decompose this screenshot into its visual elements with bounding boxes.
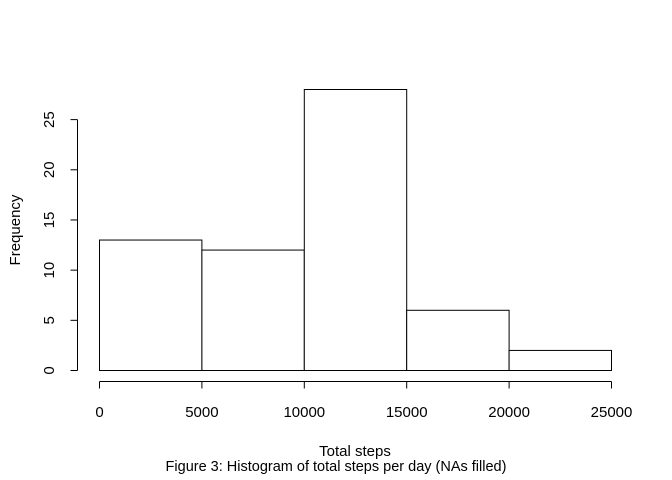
x-tick-label: 20000 xyxy=(488,404,530,421)
histogram-bar-3 xyxy=(406,309,510,371)
y-axis-label: Frequency xyxy=(7,194,24,265)
x-axis: 0 5000 10000 15000 20000 25000 xyxy=(95,381,633,421)
x-tick-label: 10000 xyxy=(283,404,325,421)
x-tick-label: 15000 xyxy=(386,404,428,421)
y-tick-label: 10 xyxy=(41,262,58,279)
histogram-bar-0 xyxy=(99,239,203,371)
histogram-bar-2 xyxy=(303,89,408,371)
x-tick-label: 0 xyxy=(95,404,103,421)
histogram-bars xyxy=(99,89,613,371)
y-tick-label: 15 xyxy=(41,212,58,229)
y-tick-label: 5 xyxy=(41,316,58,324)
y-tick-label: 0 xyxy=(41,366,58,374)
y-axis: 0 5 10 15 20 25 xyxy=(41,111,78,375)
histogram-bar-4 xyxy=(508,349,613,371)
y-tick-label: 25 xyxy=(41,111,58,128)
histogram-bar-1 xyxy=(201,249,305,371)
x-tick-label: 5000 xyxy=(185,404,218,421)
x-axis-label: Total steps xyxy=(319,443,391,460)
y-tick-label: 20 xyxy=(41,161,58,178)
x-tick-label: 25000 xyxy=(591,404,633,421)
figure-caption: Figure 3: Histogram of total steps per d… xyxy=(165,459,507,475)
